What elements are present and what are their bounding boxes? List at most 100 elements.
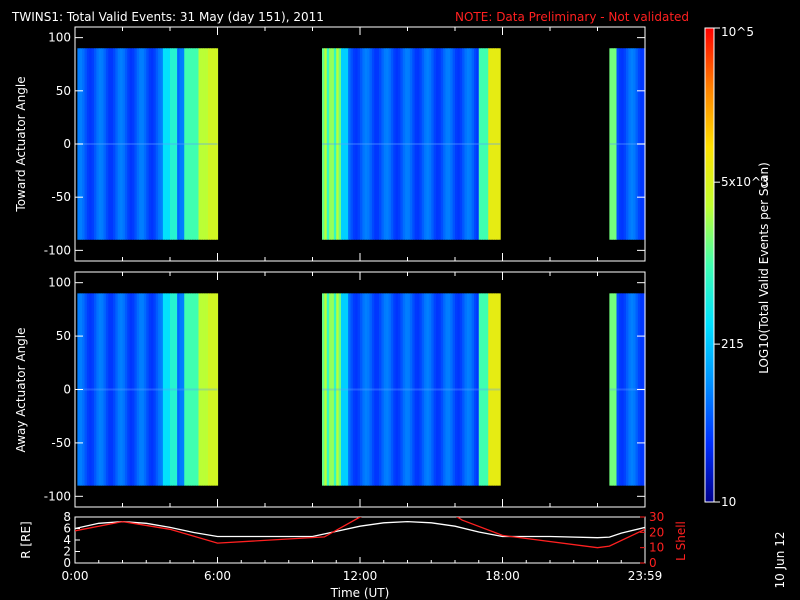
toward-ylabel: Toward Actuator Angle (14, 76, 28, 212)
heatmap-column (379, 293, 382, 486)
heatmap-column (436, 293, 439, 486)
heatmap-column (153, 293, 157, 486)
heatmap-column (440, 48, 444, 240)
heatmap-column (469, 48, 473, 240)
heatmap-column (141, 293, 145, 486)
heatmap-column (200, 48, 204, 240)
heatmap-column (452, 293, 456, 486)
heatmap-column (108, 293, 112, 486)
heatmap-column (212, 293, 216, 486)
heatmap-column (628, 48, 632, 240)
heatmap-column (485, 48, 489, 240)
heatmap-column (369, 48, 373, 240)
heatmap-column (374, 48, 378, 240)
heatmap-column (162, 293, 166, 486)
heatmap-column (352, 48, 356, 240)
heatmap-column (611, 48, 615, 240)
heatmap-column (609, 293, 613, 486)
heatmap-column (419, 48, 423, 240)
heatmap-column (179, 48, 183, 240)
heatmap-column (438, 293, 442, 486)
heatmap-column (374, 293, 378, 486)
heatmap-column (462, 293, 466, 486)
heatmap-column (381, 293, 385, 486)
heatmap-column (490, 48, 494, 240)
heatmap-column (621, 48, 625, 240)
heatmap-column (345, 293, 349, 486)
heatmap-column (322, 293, 325, 486)
heatmap-column (390, 293, 394, 486)
heatmap-column (94, 293, 97, 486)
heatmap-column (146, 48, 150, 240)
heatmap-column (341, 293, 344, 486)
heatmap-column (208, 293, 211, 486)
heatmap-column (497, 293, 501, 486)
heatmap-column (405, 293, 409, 486)
heatmap-column (179, 293, 183, 486)
heatmap-column (635, 293, 639, 486)
heatmap-column (110, 48, 114, 240)
heatmap-column (402, 293, 406, 486)
heatmap-column (170, 293, 173, 486)
heatmap-column (136, 293, 140, 486)
heatmap-column (426, 48, 430, 240)
heatmap-column (379, 48, 382, 240)
heatmap-column (105, 293, 109, 486)
heatmap-column (120, 48, 124, 240)
heatmap-column (395, 293, 399, 486)
heatmap-column (117, 48, 121, 240)
heatmap-column (212, 48, 216, 240)
heatmap-column (167, 293, 171, 486)
heatmap-column (618, 48, 622, 240)
heatmap-column (618, 293, 622, 486)
heatmap-column (443, 48, 447, 240)
away-heatmap-panel: 100 50 0 -50 -100 Away Actuator Angle (14, 271, 646, 508)
heatmap-column (86, 293, 90, 486)
lshell-tick-label: 20 (649, 525, 664, 539)
heatmap-column (426, 293, 430, 486)
heatmap-column (336, 293, 340, 486)
heatmap-column (158, 48, 162, 240)
heatmap-column (162, 48, 166, 240)
heatmap-column (402, 48, 406, 240)
heatmap-column (198, 48, 202, 240)
heatmap-column (457, 48, 461, 240)
heatmap-column (609, 48, 613, 240)
heatmap-column (367, 48, 371, 240)
heatmap-column (345, 48, 349, 240)
heatmap-column (390, 48, 394, 240)
heatmap-column (134, 48, 138, 240)
heatmap-column (210, 293, 214, 486)
heatmap-column (329, 48, 333, 240)
heatmap-column (124, 48, 128, 240)
heatmap-column (474, 48, 477, 240)
heatmap-column (421, 48, 425, 240)
heatmap-column (409, 48, 413, 240)
heatmap-column (383, 293, 387, 486)
heatmap-column (490, 293, 494, 486)
x-tick-label: 6:00 (204, 569, 231, 583)
heatmap-column (113, 48, 116, 240)
heatmap-column (331, 48, 335, 240)
heatmap-column (322, 48, 325, 240)
heatmap-column (417, 293, 420, 486)
x-tick-label: 18:00 (485, 569, 520, 583)
y-tick-label: 0 (63, 383, 71, 397)
heatmap-column (474, 293, 477, 486)
heatmap-column (167, 48, 171, 240)
heatmap-column (433, 293, 437, 486)
zero-angle-band (77, 143, 218, 145)
heatmap-column (148, 48, 152, 240)
heatmap-column (193, 293, 197, 486)
heatmap-column (445, 293, 449, 486)
y-tick-label: -50 (51, 436, 71, 450)
heatmap-column (189, 48, 192, 240)
heatmap-column (466, 48, 470, 240)
heatmap-column (355, 48, 359, 240)
heatmap-column (172, 48, 176, 240)
heatmap-column (82, 293, 86, 486)
heatmap-column (155, 48, 159, 240)
heatmap-column (388, 48, 392, 240)
y-tick-label: 50 (56, 329, 71, 343)
heatmap-column (205, 48, 209, 240)
